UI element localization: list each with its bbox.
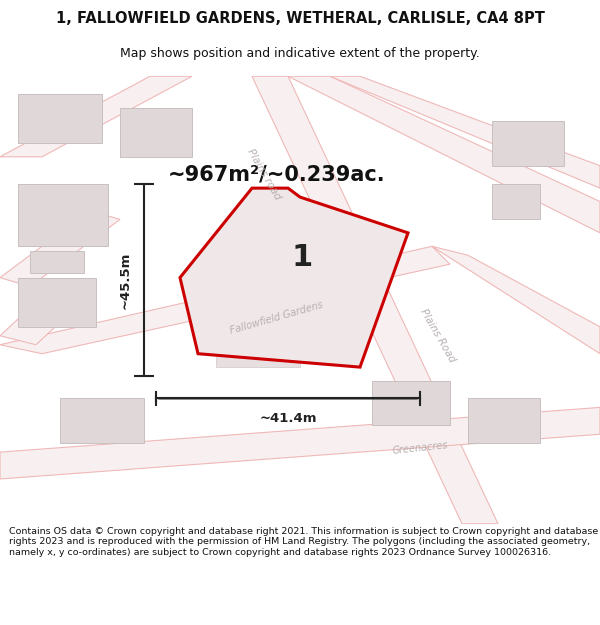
Polygon shape (492, 121, 564, 166)
Polygon shape (60, 399, 144, 443)
Polygon shape (468, 399, 540, 443)
Polygon shape (432, 246, 600, 354)
Polygon shape (492, 184, 540, 219)
Text: ~41.4m: ~41.4m (259, 412, 317, 425)
Polygon shape (0, 246, 450, 354)
Text: Contains OS data © Crown copyright and database right 2021. This information is : Contains OS data © Crown copyright and d… (9, 527, 598, 556)
Text: 1, FALLOWFIELD GARDENS, WETHERAL, CARLISLE, CA4 8PT: 1, FALLOWFIELD GARDENS, WETHERAL, CARLIS… (56, 11, 544, 26)
Polygon shape (180, 188, 408, 367)
Polygon shape (0, 408, 600, 479)
Text: 1: 1 (291, 243, 313, 272)
Polygon shape (372, 381, 450, 425)
Text: Plains Road: Plains Road (419, 308, 457, 364)
Polygon shape (216, 331, 300, 367)
Polygon shape (18, 184, 108, 246)
Text: Greenacres: Greenacres (392, 440, 448, 456)
Polygon shape (0, 76, 192, 157)
Polygon shape (288, 76, 600, 233)
Polygon shape (30, 251, 84, 273)
Polygon shape (18, 94, 102, 143)
Text: Map shows position and indicative extent of the property.: Map shows position and indicative extent… (120, 48, 480, 60)
Polygon shape (330, 76, 600, 188)
Text: ~967m²/~0.239ac.: ~967m²/~0.239ac. (168, 165, 386, 185)
Polygon shape (18, 278, 96, 327)
Polygon shape (0, 291, 84, 345)
Polygon shape (0, 211, 120, 287)
Polygon shape (204, 246, 300, 300)
Text: ~45.5m: ~45.5m (119, 251, 132, 309)
Text: Plains road: Plains road (245, 148, 283, 202)
Polygon shape (252, 76, 498, 524)
Polygon shape (120, 107, 192, 157)
Text: Fallowfield Gardens: Fallowfield Gardens (229, 300, 323, 336)
